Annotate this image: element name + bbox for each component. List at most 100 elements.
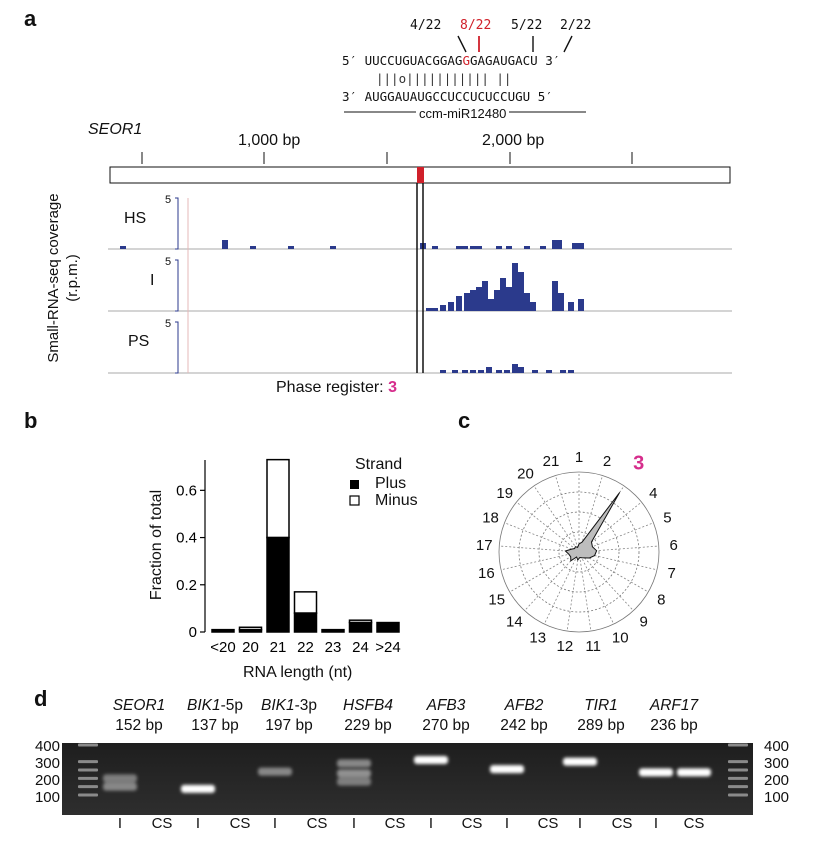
gel-band-8 — [490, 765, 524, 774]
c-label-21: 21 — [543, 453, 560, 470]
coverage-bar-hs-0 — [120, 246, 126, 249]
coverage-bars — [120, 240, 584, 373]
coverage-bar-i-17 — [552, 281, 558, 311]
b-axes: 0 0.2 0.4 0.6 <20 20 21 22 23 24 >24 — [176, 460, 401, 656]
lane-label-15: CS — [683, 815, 705, 832]
base-pairing: |||o||||||||||| || — [376, 71, 512, 86]
c-label-19: 19 — [496, 485, 513, 502]
panel-letter-b: b — [24, 408, 38, 433]
lane-label-1: CS — [151, 815, 173, 832]
coverage-bar-ps-12 — [560, 370, 566, 373]
ladder-labels-right: 400 300 200 100 — [764, 738, 790, 806]
coverage-bar-i-7 — [476, 287, 482, 311]
c-label-6: 6 — [670, 537, 678, 554]
cleavage-count-1: 4/22 — [410, 18, 442, 33]
coverage-tracks — [108, 152, 732, 374]
b-ytick-1: 0.2 — [176, 577, 197, 594]
legend-swatch-minus — [349, 495, 360, 506]
c-label-12: 12 — [556, 638, 573, 655]
ladder-band-1-1 — [728, 760, 748, 764]
lane-label-4: I — [272, 815, 278, 832]
c-label-20: 20 — [517, 466, 534, 483]
b-bar-plus-5 — [348, 621, 373, 633]
coverage-bar-hs-6 — [432, 246, 438, 249]
cleavage-count-4: 2/22 — [560, 18, 592, 33]
panel-b-bar-chart: 0 0.2 0.4 0.6 <20 20 21 22 23 24 >24 — [176, 458, 401, 656]
gel-band-1 — [103, 782, 137, 791]
scale-ticks — [141, 152, 633, 164]
mirna-name: ccm-miR12480 — [416, 106, 510, 121]
gel-gene-0: SEOR1 152 bp — [112, 697, 166, 734]
b-xtick-4: 23 — [325, 639, 342, 656]
ladder-labels-left: 400 300 200 100 — [34, 738, 60, 806]
lane-label-2: I — [195, 815, 201, 832]
coverage-bar-hs-15 — [552, 240, 558, 249]
lane-label-9: CS — [461, 815, 483, 832]
c-label-7: 7 — [667, 565, 675, 582]
ladder-band-1-4 — [728, 785, 748, 789]
cleavage-count-2: 8/22 — [460, 18, 492, 33]
coverage-bar-ps-8 — [512, 364, 518, 373]
coverage-bar-hs-8 — [462, 246, 468, 249]
cleavage-site-marker — [417, 167, 424, 183]
gel-gene-2: BIK1-3p 197 bp — [260, 697, 318, 734]
coverage-bar-i-5 — [464, 293, 470, 311]
coverage-bar-ps-0 — [440, 370, 446, 373]
lane-label-3: CS — [229, 815, 251, 832]
ladder-band-0-4 — [78, 785, 98, 789]
coverage-bar-i-9 — [488, 299, 494, 311]
coverage-bar-ps-10 — [532, 370, 538, 373]
coverage-bar-ps-6 — [496, 370, 502, 373]
coverage-bar-hs-16 — [556, 240, 562, 249]
scale-label-2000: 2,000 bp — [482, 132, 545, 149]
c-label-13: 13 — [529, 630, 546, 647]
legend-minus: Minus — [375, 492, 418, 509]
gel-gene-7: ARF17 236 bp — [649, 697, 699, 734]
lane-label-7: CS — [384, 815, 406, 832]
coverage-bar-i-20 — [578, 299, 584, 311]
gel-band-11 — [677, 768, 711, 777]
b-xlabel: RNA length (nt) — [243, 664, 353, 681]
b-xtick-2: 21 — [270, 639, 287, 656]
coverage-bar-i-13 — [512, 263, 518, 311]
b-ytick-0: 0 — [189, 624, 197, 641]
coverage-bar-hs-7 — [456, 246, 462, 249]
b-bar-plus-3 — [293, 612, 318, 633]
lane-label-14: I — [653, 815, 659, 832]
cleavage-count-3: 5/22 — [511, 18, 543, 33]
coverage-bar-ps-5 — [486, 367, 492, 373]
mirna-sequence: 3′ AUGGAUAUGCCUCCUCUCCUGU 5′ — [342, 89, 553, 104]
b-bar-plus-4 — [321, 628, 345, 633]
c-label-5: 5 — [663, 509, 671, 526]
ladder-band-1-5 — [728, 793, 748, 797]
track-label-ps: PS — [128, 333, 150, 350]
c-label-14: 14 — [506, 614, 523, 631]
lane-label-12: I — [577, 815, 583, 832]
c-label-9: 9 — [639, 614, 647, 631]
coverage-bar-hs-12 — [506, 246, 512, 249]
c-label-16: 16 — [478, 565, 495, 582]
b-xtick-6: >24 — [375, 639, 400, 656]
coverage-bar-ps-7 — [504, 370, 510, 373]
legend-title: Strand — [355, 456, 403, 473]
coverage-bar-hs-14 — [540, 246, 546, 249]
c-label-15: 15 — [488, 592, 505, 609]
gene-name: SEOR1 — [88, 121, 143, 138]
c-radar-shape — [564, 492, 621, 562]
coverage-bar-i-8 — [482, 281, 488, 311]
b-xtick-3: 22 — [297, 639, 314, 656]
track-label-i: I — [150, 272, 155, 289]
b-xtick-1: 20 — [242, 639, 259, 656]
coverage-bar-hs-18 — [578, 243, 584, 249]
coverage-bar-ps-9 — [518, 367, 524, 373]
gel-image — [62, 743, 753, 815]
coverage-bar-ps-11 — [546, 370, 552, 373]
c-label-11: 11 — [585, 638, 601, 655]
c-label-2: 2 — [603, 453, 611, 470]
coverage-bar-i-0 — [426, 308, 432, 311]
c-shape — [564, 492, 621, 562]
b-bars — [211, 458, 400, 633]
b-bar-minus-3 — [293, 591, 318, 614]
